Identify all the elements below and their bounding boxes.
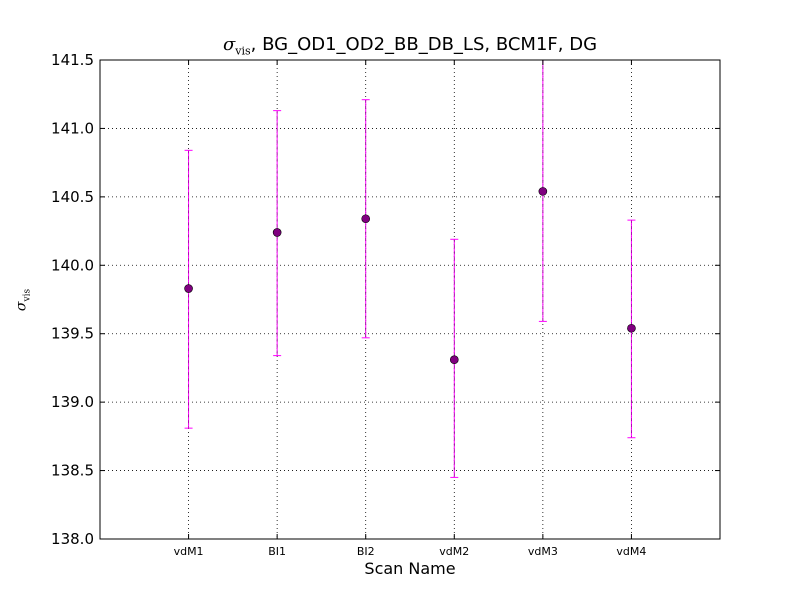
y-tick-label: 140.5 <box>51 188 94 206</box>
x-tick-label: vdM2 <box>439 545 469 558</box>
y-tick-label: 141.5 <box>51 51 94 69</box>
data-point <box>184 284 193 293</box>
grid <box>100 60 720 539</box>
x-axis-label: Scan Name <box>364 559 455 578</box>
x-tick-label: vdM1 <box>174 545 204 558</box>
y-tick-label: 139.5 <box>51 325 94 343</box>
y-tick-label: 140.0 <box>51 256 94 274</box>
chart-title: σvis, BG_OD1_OD2_BB_DB_LS, BCM1F, DG <box>100 34 720 58</box>
title-text: , BG_OD1_OD2_BB_DB_LS, BCM1F, DG <box>250 34 598 55</box>
data-point <box>449 355 459 365</box>
data-point <box>538 187 548 196</box>
title-symbol: σ <box>222 34 236 55</box>
x-axis-ticks: vdM1 BI1 BI2 vdM2 vdM3 vdM4 <box>174 60 646 558</box>
x-tick-label: BI1 <box>268 545 286 558</box>
data-point <box>627 323 636 333</box>
title-subscript: vis <box>235 44 251 58</box>
x-tick-label: vdM3 <box>528 545 558 558</box>
x-tick-label: vdM4 <box>616 545 646 558</box>
data-point <box>361 214 371 224</box>
y-tick-label: 138.0 <box>51 530 94 548</box>
data-point <box>272 228 282 237</box>
data-series <box>184 59 636 478</box>
y-axis-ticks: 138.0 138.5 139.0 139.5 140.0 140.5 141.0 141.5 <box>51 51 720 548</box>
x-tick-label: BI2 <box>357 545 375 558</box>
y-tick-label: 138.5 <box>51 462 94 480</box>
y-tick-label: 141.0 <box>51 119 94 137</box>
plot-frame <box>99 59 721 540</box>
y-tick-label: 139.0 <box>51 393 94 411</box>
